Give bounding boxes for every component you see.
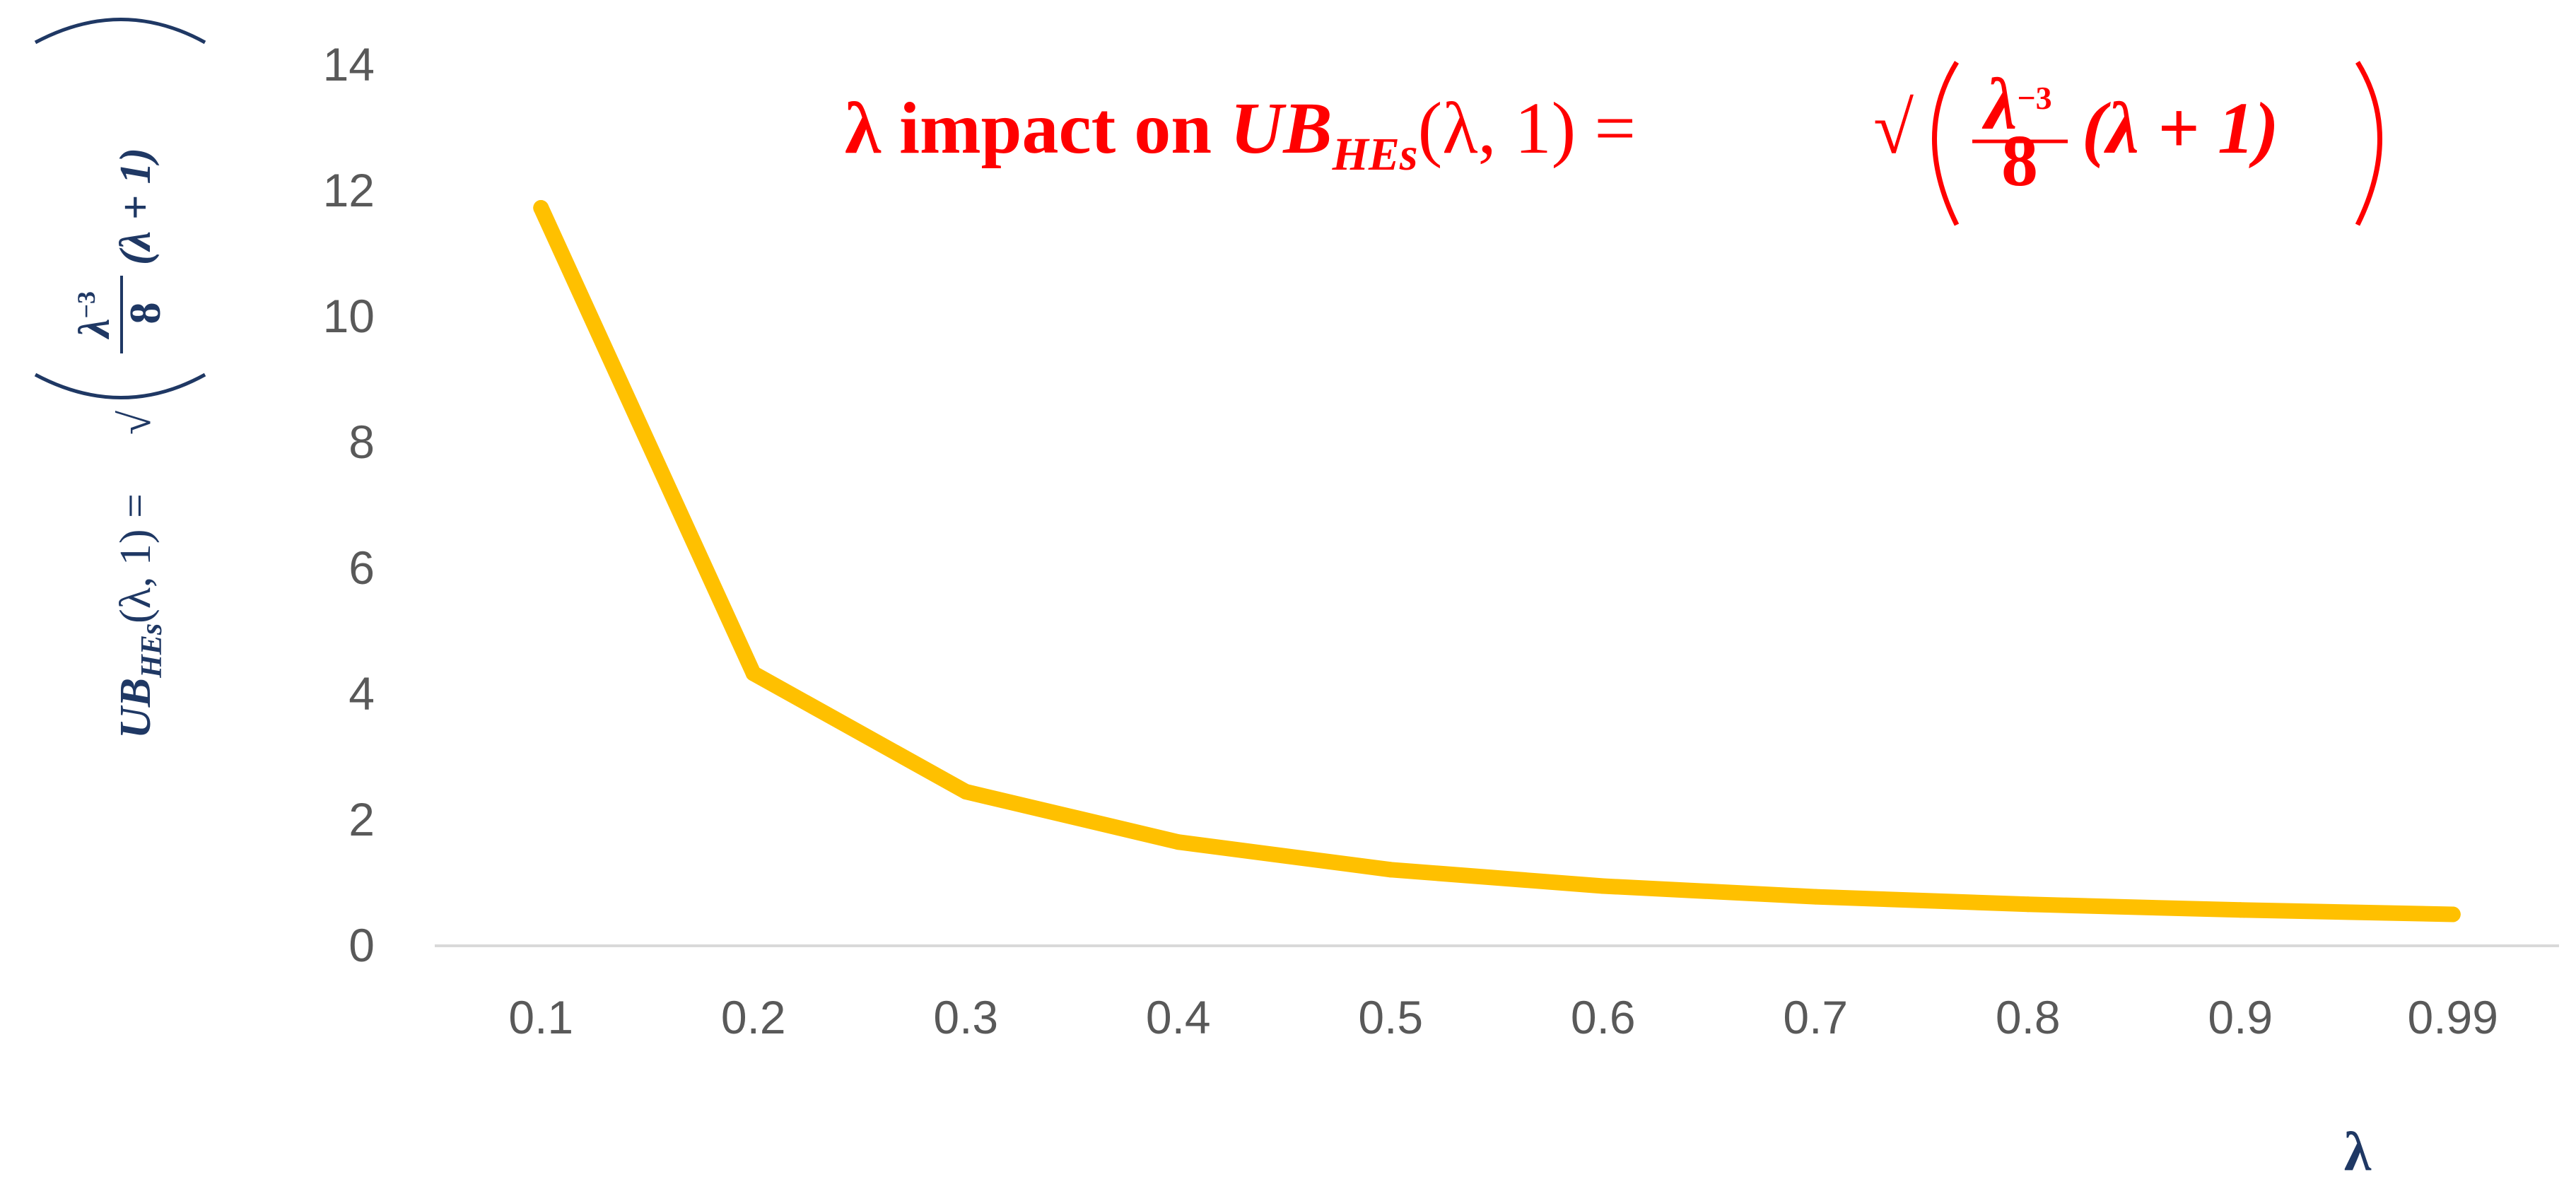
y-tick-label: 6 [349,541,375,594]
y-axis-ticks: 0 2 4 6 8 10 12 14 [323,38,375,971]
y-tick-label: 10 [323,290,375,342]
x-tick-label: 0.5 [1358,991,1423,1043]
x-axis-ticks: 0.1 0.2 0.3 0.4 0.5 0.6 0.7 0.8 0.9 0.99 [508,991,2498,1043]
data-point [1595,878,1611,894]
x-tick-label: 0.9 [2208,991,2273,1043]
x-tick-label: 0.4 [1146,991,1211,1043]
title-right-paren [2355,61,2382,226]
title-left-paren [1932,61,1960,226]
chart-title: λ impact on UBHEs(λ, 1) = √ λ−3 8 (λ + 1… [845,61,2382,226]
title-denominator: 8 [2001,120,2038,201]
series-group [533,200,2461,922]
data-point [1383,862,1399,878]
data-point [1170,834,1186,850]
x-tick-label: 0.7 [1783,991,1848,1043]
x-tick-label: 0.8 [1996,991,2061,1043]
svg-text:λ−3: λ−3 [1981,64,2051,145]
x-axis-label: λ [2344,1120,2372,1182]
x-tick-label: 0.3 [933,991,998,1043]
title-ub: UB [1230,88,1332,169]
data-point [745,665,761,681]
data-point [1808,889,1824,905]
data-point [2020,896,2036,913]
x-tick-label: 0.99 [2408,991,2498,1043]
y-tick-label: 14 [323,38,375,90]
ylabel-numerator-exp: −3 [72,291,100,319]
svg-text:λ−3: λ−3 [71,291,119,340]
ylabel-numerator: λ [71,318,119,340]
svg-text:λ impact on UBHEs(λ, 1) =: λ impact on UBHEs(λ, 1) = [845,88,1636,180]
series-line-0 [533,200,2461,922]
ylabel-left-paren [34,373,206,399]
data-point [958,783,974,799]
svg-text:UBHEs(λ, 1) =: UBHEs(λ, 1) = [112,493,168,739]
ylabel-root: √ [112,411,160,435]
x-tick-label: 0.6 [1571,991,1636,1043]
ylabel-ub: UB [112,678,160,739]
ylabel-args: (λ, 1) = [112,493,160,623]
y-tick-label: 12 [323,164,375,216]
data-point [2232,902,2249,918]
data-point [533,200,549,216]
title-tail: (λ + 1) [2082,88,2279,169]
y-tick-label: 2 [349,793,375,845]
title-args: (λ, 1) = [1418,88,1636,169]
y-tick-label: 0 [349,919,375,971]
ylabel-tail: (λ + 1) [112,148,160,265]
y-tick-label: 8 [349,416,375,468]
y-tick-label: 4 [349,667,375,720]
y-axis-label: UBHEs(λ, 1) = √ λ−3 8 (λ + 1) [34,18,206,739]
x-tick-label: 0.1 [508,991,573,1043]
ylabel-ub-sub: HEs [136,623,168,679]
x-tick-label: 0.2 [721,991,786,1043]
data-point [2445,906,2461,922]
title-numerator-exp: −3 [2017,80,2051,116]
ylabel-denominator: 8 [122,303,170,324]
title-numerator: λ [1981,64,2017,145]
title-ub-sub: HEs [1332,129,1418,180]
title-lead: λ impact on [845,88,1230,169]
ylabel-right-paren [34,18,206,45]
title-root: √ [1873,88,1914,169]
